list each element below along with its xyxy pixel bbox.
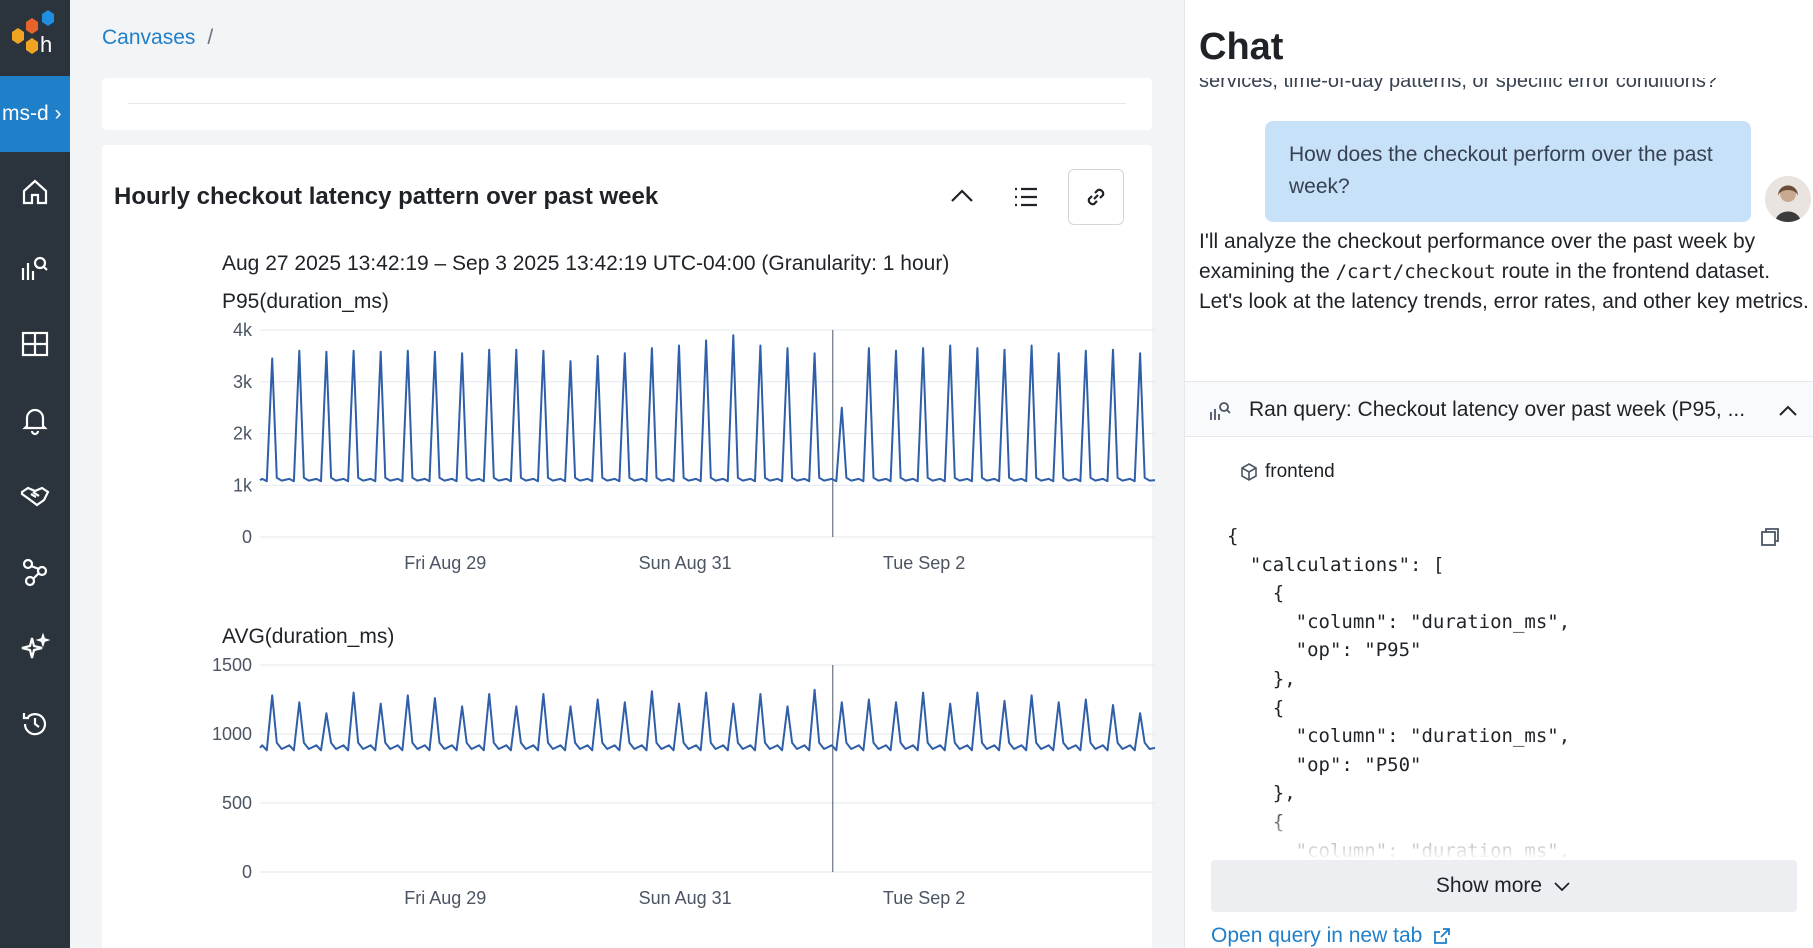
history-icon [22,713,47,736]
series-line [259,688,1156,752]
dataset-name: frontend [1265,461,1335,482]
y-tick-label: 0 [242,862,252,882]
query-icon [1210,402,1231,420]
nav-ai[interactable] [12,625,58,671]
query-header[interactable]: Ran query: Checkout latency over past we… [1185,381,1813,437]
y-tick-label: 1000 [212,724,252,744]
chevron-down-icon [1554,882,1570,892]
y-tick-label: 2k [233,424,253,444]
nav-query[interactable] [12,245,58,291]
environment-label: ms-d › [2,102,62,125]
link-icon [1087,188,1105,206]
external-link-icon [1434,928,1451,944]
nav-slo[interactable] [12,473,58,519]
assistant-reply: I'll analyze the checkout performance ov… [1199,227,1809,317]
nav-history[interactable] [12,701,58,747]
x-tick-label: Sun Aug 31 [639,553,732,573]
y-tick-label: 500 [222,793,252,813]
chevron-up-icon [951,189,973,202]
dataset-badge: frontend [1239,461,1335,483]
environment-selector[interactable]: ms-d › [0,76,70,152]
breadcrumb-canvases[interactable]: Canvases [102,26,196,49]
y-tick-label: 3k [233,372,253,392]
chevron-up-icon[interactable] [1777,400,1799,422]
chart-card [102,145,1152,948]
show-more-label: Show more [1435,874,1543,897]
list-icon [1015,187,1037,207]
chat-panel: Chat services, time-of-day patterns, or … [1184,0,1813,948]
main-content: Canvases / Hourly checkout latency patte… [70,0,1184,948]
y-tick-label: 1k [233,475,253,495]
breadcrumb-separator: / [207,26,214,49]
x-tick-label: Fri Aug 29 [404,888,486,908]
copy-link-button[interactable] [1068,169,1124,225]
service-map-icon [22,558,48,587]
sparkle-icon [21,632,51,659]
collapse-button[interactable] [934,169,990,225]
reply-text-end: route in the frontend dataset. Let's loo… [1199,259,1809,314]
copy-icon[interactable] [1759,526,1781,548]
previous-card [102,78,1152,130]
x-tick-label: Tue Sep 2 [883,888,965,908]
nav-home[interactable] [12,169,58,215]
query-json: { "calculations": [ { "column": "duratio… [1227,525,1571,862]
code-fade [1185,800,1813,860]
details-button[interactable] [998,169,1054,225]
show-more-button[interactable]: Show more [1211,860,1797,912]
divider [128,103,1126,104]
cube-icon [1241,463,1257,481]
y-tick-label: 1500 [212,655,252,675]
nav-service-map[interactable] [12,549,58,595]
query-icon [21,256,48,280]
p95-chart-title: P95(duration_ms) [222,290,389,313]
breadcrumb: Canvases / [102,26,213,50]
left-nav: h ms-d › [0,0,70,948]
query-title: Ran query: Checkout latency over past we… [1249,398,1746,421]
p95-latency-chart[interactable]: 4k 3k 2k 1k 0 Fri Aug 29 Sun Aug 31 Tue Sep 2 [210,320,1170,610]
previous-message-fragment: services, time-of-day patterns, or speci… [1199,70,1717,92]
open-query-label: Open query in new tab [1211,924,1423,947]
time-range: Aug 27 2025 13:42:19 – Sep 3 2025 13:42:… [222,252,950,275]
home-icon [22,179,48,205]
svg-text:h: h [40,32,52,57]
y-tick-label: 0 [242,527,252,547]
series-line [259,334,1156,483]
avg-latency-chart[interactable]: 1500 1000 500 0 Fri Aug 29 Sun Aug 31 Tue Sep … [210,655,1170,945]
bell-icon [22,408,48,436]
x-tick-label: Fri Aug 29 [404,553,486,573]
x-tick-label: Sun Aug 31 [639,888,732,908]
route-code: /cart/checkout [1335,260,1496,283]
boards-icon [21,331,49,357]
chat-title: Chat [1199,26,1284,68]
handshake-icon [20,486,50,507]
nav-triggers[interactable] [12,397,58,443]
open-query-link[interactable]: Open query in new tab [1211,924,1452,948]
avg-chart-title: AVG(duration_ms) [222,625,395,648]
x-tick-label: Tue Sep 2 [883,553,965,573]
avatar [1765,176,1811,222]
card-title: Hourly checkout latency pattern over pas… [114,183,659,210]
honeycomb-logo-icon[interactable]: h [0,0,70,76]
y-tick-label: 4k [233,320,253,340]
reply-text-start: I'll analyze the checkout performance ov… [1199,230,1756,283]
user-message: How does the checkout perform over the p… [1265,121,1751,222]
nav-boards[interactable] [12,321,58,367]
